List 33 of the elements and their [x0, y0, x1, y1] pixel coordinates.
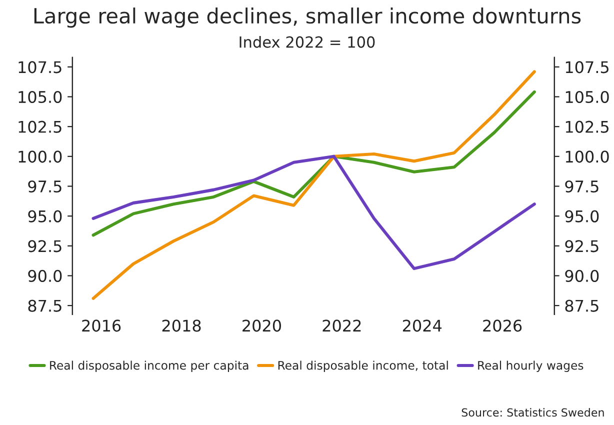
y2-tick-label: 95.0: [565, 210, 599, 222]
chart-subtitle: Index 2022 = 100: [240, 36, 375, 48]
y-tick-label: 107.5: [18, 61, 62, 74]
y2-tick-label: 105.0: [566, 90, 609, 104]
y2-tick-label: 100.0: [566, 150, 609, 163]
x-tick-label: 2020: [242, 320, 281, 332]
y-tick-label: 95.0: [28, 210, 62, 222]
line-series: [92, 154, 536, 270]
x-tick-label: 2022: [322, 320, 361, 332]
x-tick-label: 2018: [162, 320, 201, 332]
source-note: Source: Statistics Sweden: [462, 408, 604, 417]
y2-tick-label: 92.5: [565, 240, 598, 252]
line-series: [92, 90, 536, 237]
legend-label: Real disposable income per capita: [50, 360, 248, 372]
y2-tick-label: 107.5: [566, 61, 608, 74]
line-series: [92, 70, 536, 300]
x-tick-label: 2024: [402, 320, 442, 332]
y-tick-label: 90.0: [28, 270, 62, 282]
chart-title: Large real wage declines, smaller income downturns: [34, 8, 581, 28]
y-tick-label: 100.0: [18, 150, 62, 163]
y2-tick-label: 97.5: [565, 180, 598, 193]
y2-tick-label: 90.0: [565, 270, 599, 282]
y-tick-label: 92.5: [28, 240, 62, 252]
y2-tick-label: 102.5: [566, 120, 608, 133]
y-tick-label: 102.5: [18, 120, 62, 133]
legend-label: Real hourly wages: [478, 360, 584, 372]
legend-label: Real disposable income, total: [278, 360, 448, 372]
y2-tick-label: 87.5: [565, 300, 598, 312]
y-tick-label: 105.0: [18, 90, 62, 104]
y-tick-label: 87.5: [28, 300, 62, 312]
x-tick-label: 2026: [483, 320, 522, 332]
x-tick-label: 2016: [82, 320, 121, 332]
y-tick-label: 97.5: [28, 180, 62, 193]
